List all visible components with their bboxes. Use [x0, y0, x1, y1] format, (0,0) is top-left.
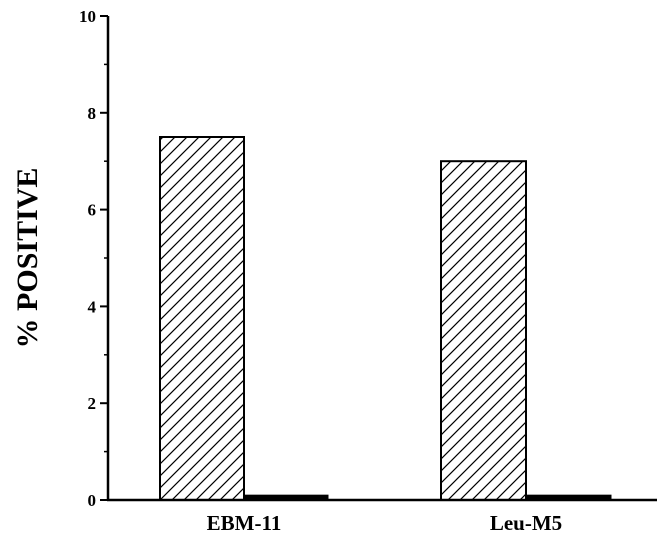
- y-tick-label: 0: [88, 491, 97, 510]
- y-tick-label: 8: [88, 104, 97, 123]
- bar-ebm-11-hatched: [159, 136, 245, 501]
- x-tick-label: Leu-M5: [490, 511, 562, 535]
- x-tick-label: EBM-11: [207, 511, 282, 535]
- y-axis-title: % POSITIVE: [11, 168, 44, 349]
- y-tick-label: 10: [79, 7, 96, 26]
- y-tick-label: 4: [88, 297, 97, 316]
- y-tick-label: 2: [88, 394, 97, 413]
- y-tick-label: 6: [88, 201, 97, 220]
- bar-leu-m5-hatched: [440, 160, 527, 501]
